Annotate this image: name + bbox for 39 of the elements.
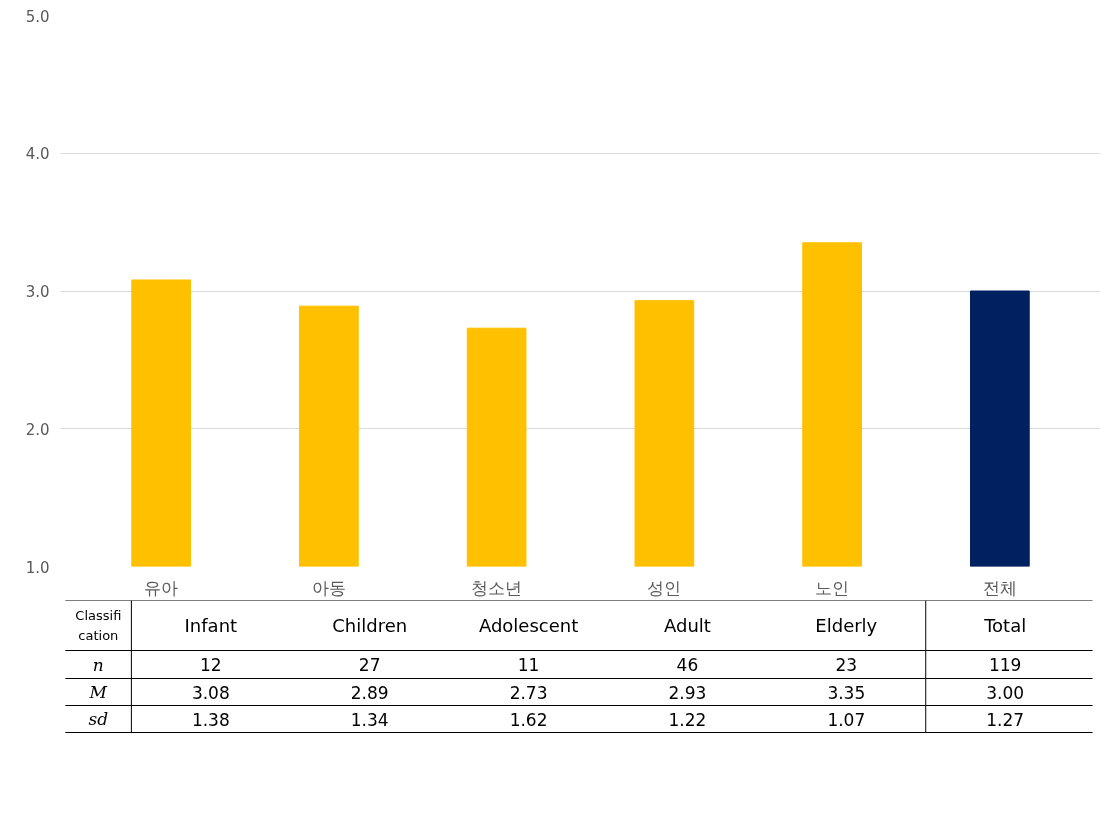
- text: Elderly: [815, 615, 878, 636]
- text: Total: [983, 615, 1027, 636]
- x-tick-label: 노인: [815, 577, 850, 598]
- text: Children: [332, 615, 408, 636]
- text: 1.27: [986, 709, 1025, 730]
- text: 12: [200, 655, 222, 675]
- x-tick-label: 청소년: [471, 577, 523, 598]
- text: 1.22: [668, 709, 707, 730]
- text: 119: [988, 655, 1022, 675]
- data-label: 3.08: [191, 682, 230, 703]
- y-tick-label: 5.0: [25, 7, 50, 26]
- data-label: 2.89: [350, 682, 389, 703]
- y-tick-label: 1.0: [25, 558, 50, 577]
- text: 11: [517, 655, 540, 675]
- x-tick-label: 전체: [982, 577, 1017, 598]
- data-label: 2.73: [509, 682, 548, 703]
- x-tick-label: 유아: [144, 577, 179, 598]
- text: 23: [835, 655, 858, 675]
- text: Adolescent: [478, 615, 579, 636]
- text: M: [88, 682, 108, 702]
- data-label: 3.00: [986, 682, 1025, 703]
- text: 1.38: [191, 709, 230, 730]
- x-tick-label: 아동: [311, 577, 346, 598]
- y-tick-label: 2.0: [25, 420, 50, 439]
- data-label: 3.35: [827, 682, 866, 703]
- text: 27: [358, 655, 381, 675]
- text: Infant: [184, 615, 238, 636]
- text: 1.62: [509, 709, 548, 730]
- text: n: [92, 654, 104, 675]
- x-tick-label: 성인: [647, 577, 682, 598]
- data-label: 2.93: [668, 682, 707, 703]
- y-tick-label: 4.0: [25, 145, 50, 164]
- text: 46: [676, 655, 699, 675]
- text: Classifi cation: [75, 608, 122, 643]
- y-tick-label: 3.0: [25, 283, 50, 301]
- text: 1.07: [827, 709, 866, 730]
- text: sd: [88, 709, 109, 729]
- text: Adult: [663, 615, 711, 636]
- text: 1.34: [350, 709, 389, 730]
